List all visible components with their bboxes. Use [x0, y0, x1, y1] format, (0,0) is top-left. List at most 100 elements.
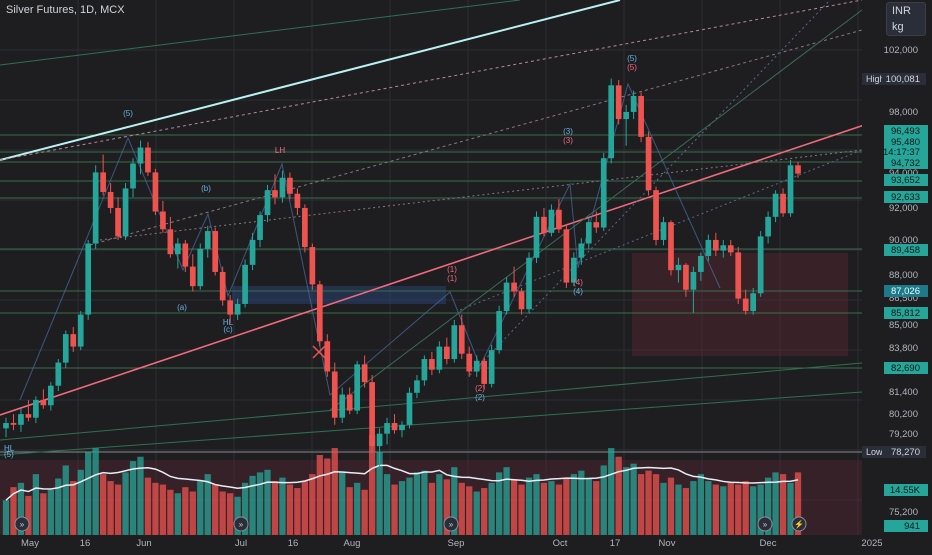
- candle: [204, 225, 211, 258]
- candle: [160, 200, 166, 233]
- candle-body: [660, 222, 667, 240]
- price-label-bg: [884, 174, 928, 186]
- price-label-bg: [884, 191, 928, 203]
- price-label-bg: [884, 285, 928, 297]
- volume-bar: [256, 472, 264, 535]
- candle: [660, 216, 667, 246]
- price-tick-label: 80,200: [889, 409, 918, 420]
- price-axis: 102,000 98,000 94,000 92,000 90,000 88,000 86,…: [862, 0, 932, 550]
- volume-bar: [548, 481, 555, 535]
- volume-bar: [675, 484, 682, 535]
- volume-bar: [2, 500, 10, 535]
- time-tick-label: Nov: [659, 538, 676, 549]
- price-label-bg: [884, 125, 928, 137]
- candle-body: [451, 325, 458, 360]
- candle-body: [548, 209, 555, 233]
- arrow-icon: »: [20, 520, 25, 529]
- candle-body: [272, 190, 278, 198]
- volume-bar: [503, 467, 510, 535]
- grid-lines: [0, 0, 862, 535]
- volume-bar: [398, 481, 406, 535]
- candle-body: [77, 314, 84, 347]
- volume-bar: [772, 472, 779, 535]
- candle: [623, 104, 629, 146]
- volume-bar: [540, 482, 548, 535]
- candle-body: [18, 414, 24, 425]
- candle-body: [369, 382, 375, 447]
- volume-bar: [361, 489, 368, 535]
- candle-body: [473, 360, 480, 372]
- candle: [541, 207, 547, 237]
- candle-body: [630, 95, 637, 112]
- volume-bar: [787, 482, 794, 535]
- candle: [772, 190, 779, 223]
- volume-bar: [488, 482, 495, 535]
- candle: [331, 362, 338, 425]
- candle-body: [466, 353, 473, 372]
- wave-label: (5): [4, 450, 14, 459]
- volume-bar: [122, 472, 129, 535]
- volume-bar: [555, 484, 563, 535]
- candle-body: [242, 264, 248, 304]
- candle-body: [137, 147, 144, 164]
- candle: [152, 168, 159, 216]
- volume-bar: [301, 481, 309, 535]
- candle: [511, 266, 517, 297]
- candle-body: [653, 190, 659, 240]
- volume-bar: [391, 484, 398, 535]
- candle-body: [571, 257, 577, 283]
- time-tick-label: Oct: [553, 538, 568, 549]
- candle-body: [690, 271, 697, 290]
- candle: [189, 254, 196, 292]
- candle: [712, 232, 719, 256]
- candle: [115, 197, 121, 240]
- candle: [414, 375, 420, 399]
- volume-bar: [533, 474, 540, 535]
- currency-label: INR: [892, 5, 911, 17]
- price-label-text: 95,480: [891, 137, 920, 148]
- candle: [339, 387, 346, 424]
- volume-bar: [600, 465, 607, 535]
- candle: [795, 161, 801, 178]
- candles: [3, 78, 801, 467]
- candle-body: [302, 207, 308, 248]
- candle: [279, 170, 286, 203]
- volume-bar: [481, 488, 488, 535]
- volume-bar: [212, 484, 219, 535]
- candle: [742, 289, 749, 315]
- volume-bar: [794, 472, 802, 535]
- candle-body: [294, 193, 301, 208]
- candle-body: [720, 245, 727, 251]
- price-label-text: 93,652: [891, 175, 920, 186]
- candle: [130, 158, 136, 198]
- candle: [705, 234, 712, 262]
- candle-body: [429, 359, 435, 370]
- candle: [458, 314, 465, 360]
- volume-bar: [563, 477, 570, 535]
- dashed-channel-line: [89, 29, 863, 246]
- time-tick-label: 16: [288, 538, 299, 549]
- candle: [197, 243, 204, 290]
- price-label: 93,652: [884, 174, 928, 186]
- candle-body: [324, 341, 331, 372]
- currency-unit-selector[interactable]: INR kg: [886, 2, 926, 36]
- wave-label: (a): [177, 303, 187, 312]
- candle: [593, 211, 600, 233]
- volume-bar: [152, 482, 159, 535]
- candle: [227, 295, 233, 324]
- price-label-text: 92,633: [891, 192, 920, 203]
- candle-body: [10, 423, 17, 425]
- candle-body: [780, 193, 786, 214]
- candle-body: [727, 245, 734, 253]
- volume-bar: [174, 493, 181, 535]
- volume-bar: [578, 470, 585, 535]
- price-tick-label: 81,400: [889, 387, 918, 398]
- candle-body: [62, 334, 69, 363]
- volume-bar: [227, 493, 234, 535]
- candle: [264, 184, 271, 223]
- volume-bar: [779, 474, 787, 535]
- volume-bar: [286, 484, 294, 535]
- candle: [436, 341, 443, 374]
